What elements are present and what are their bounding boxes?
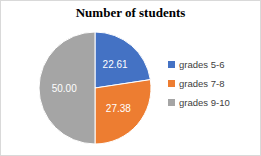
legend-label: grades 9-10: [179, 97, 230, 108]
legend-swatch: [168, 80, 175, 87]
legend-swatch: [168, 61, 175, 68]
legend-item: grades 9-10: [168, 97, 230, 108]
legend-label: grades 7-8: [179, 78, 224, 89]
data-label: 22.61: [103, 59, 128, 70]
data-label: 27.38: [106, 103, 131, 114]
slice: [95, 80, 151, 144]
legend-item: grades 5-6: [168, 59, 224, 70]
pie: [39, 32, 151, 144]
chart: Number of students 22.61 27.38 50.00 grades …: [0, 0, 261, 156]
title: Number of students: [76, 5, 186, 20]
slice: [39, 32, 95, 144]
legend-label: grades 5-6: [179, 59, 224, 70]
slice: [95, 32, 150, 88]
data-labels: 22.61 27.38 50.00: [52, 59, 132, 113]
legend-swatch: [168, 99, 175, 106]
frame: [1, 1, 261, 156]
data-label: 50.00: [52, 83, 77, 94]
legend-item: grades 7-8: [168, 78, 224, 89]
legend: grades 5-6 grades 7-8 grades 9-10: [168, 59, 230, 108]
